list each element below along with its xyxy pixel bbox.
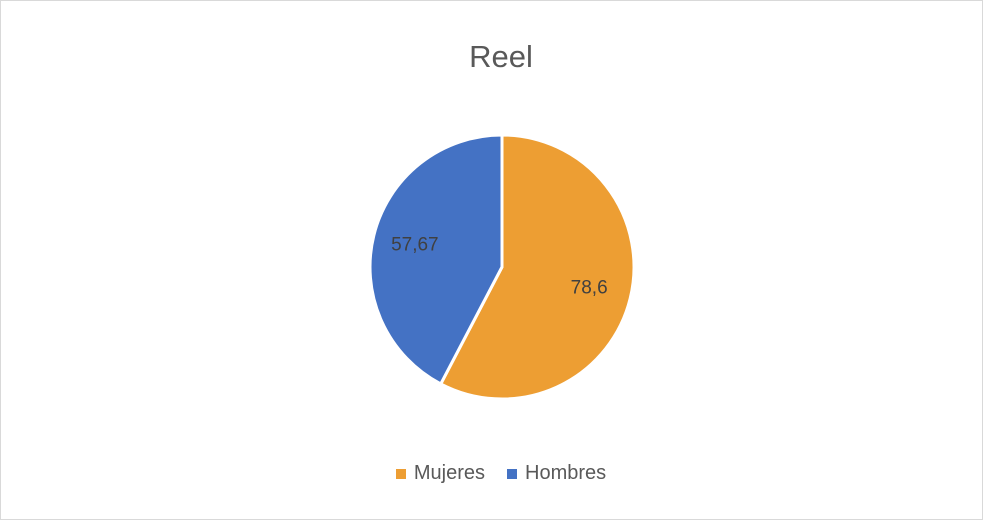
legend-swatch-hombres [507,468,517,479]
legend-swatch-mujeres [395,468,406,479]
legend-label-mujeres: Mujeres [413,462,485,484]
legend: Mujeres Hombres [1,462,984,485]
legend-item-hombres: Hombres [507,462,606,485]
legend-item-mujeres: Mujeres [395,462,485,485]
data-label-hombres: 57,67 [391,235,439,256]
pie-slice-hombres [368,133,504,386]
data-label-mujeres: 78,6 [571,277,608,298]
legend-label-hombres: Hombres [525,462,607,484]
chart-title: Reel [469,39,533,74]
pie-slice-mujeres [438,133,636,401]
